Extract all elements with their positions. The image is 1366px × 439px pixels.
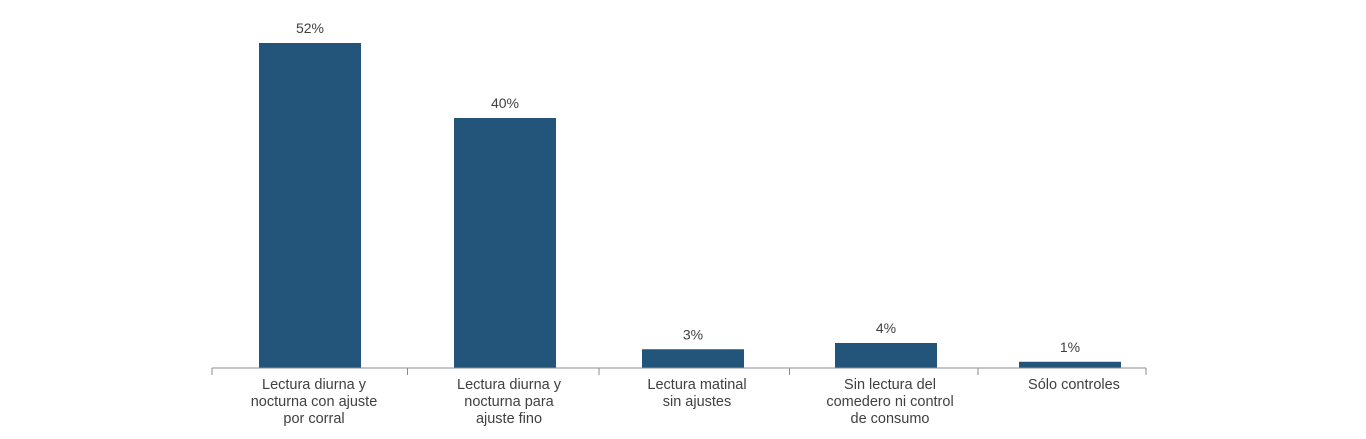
- bar: [835, 343, 937, 368]
- category-label-line: ajuste fino: [476, 411, 542, 427]
- category-label-line: Sin lectura del: [844, 377, 936, 393]
- bar-value-label: 1%: [1060, 339, 1080, 355]
- bar: [1019, 361, 1121, 368]
- category-label: Lectura matinal sin ajustes: [647, 377, 746, 410]
- category-label: Lectura diurna y nocturna para ajuste fino: [457, 377, 562, 427]
- bar-value-label: 52%: [296, 20, 324, 36]
- category-label: Sin lectura del comedero ni control de con…: [826, 377, 953, 427]
- category-label-line: Sólo controles: [1028, 377, 1120, 393]
- category-labels-group: Lectura diurna y nocturna con ajuste por c…: [251, 377, 1120, 427]
- bar-value-label: 4%: [876, 320, 896, 336]
- x-axis: [211, 367, 1147, 375]
- bar: [642, 349, 744, 368]
- category-label-line: de consumo: [851, 411, 930, 427]
- bar-value-label: 3%: [683, 326, 703, 342]
- category-label-line: nocturna con ajuste: [251, 394, 378, 410]
- category-label-line: comedero ni control: [826, 394, 953, 410]
- category-label-line: Lectura matinal: [647, 377, 746, 393]
- category-label-line: Lectura diurna y: [262, 377, 367, 393]
- category-label-line: sin ajustes: [663, 394, 732, 410]
- bar-value-label: 40%: [491, 95, 519, 111]
- category-label: Lectura diurna y nocturna con ajuste por c…: [251, 377, 378, 427]
- category-label-line: Lectura diurna y: [457, 377, 562, 393]
- bar: [454, 118, 556, 368]
- bar: [259, 43, 361, 368]
- category-label: Sólo controles: [1028, 377, 1120, 393]
- category-label-line: nocturna para: [464, 394, 554, 410]
- value-labels-group: 52% 40% 3% 4% 1%: [296, 20, 1080, 355]
- category-label-line: por corral: [283, 411, 344, 427]
- bars-group: [259, 43, 1121, 368]
